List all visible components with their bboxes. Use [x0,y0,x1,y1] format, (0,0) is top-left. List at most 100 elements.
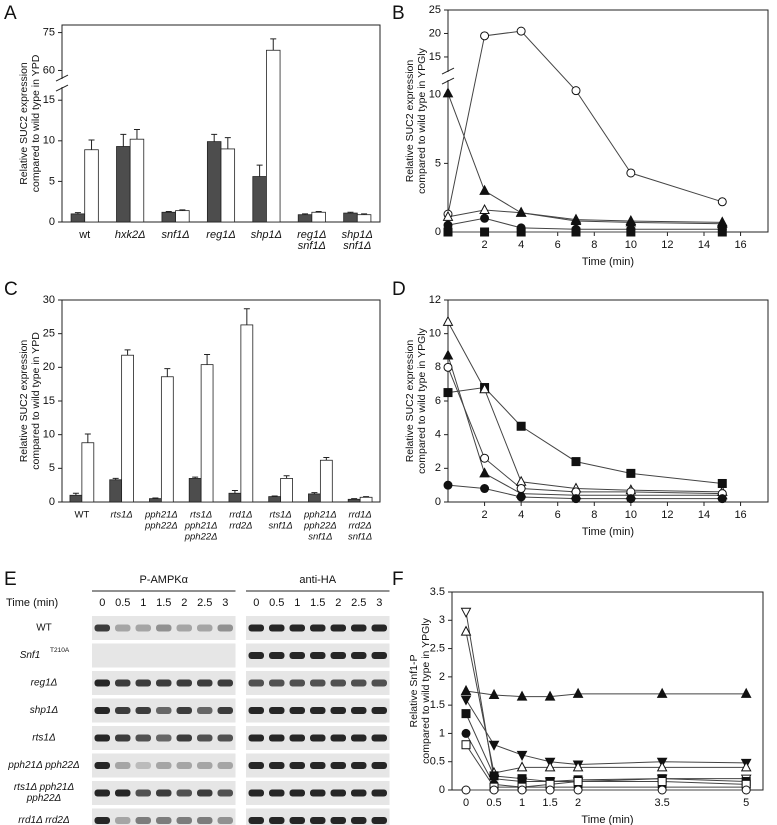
marker [516,421,526,431]
band [135,789,151,797]
x-tick-label: 4 [518,239,524,251]
marker [657,785,667,795]
band [330,762,346,769]
band [197,679,213,687]
axis-break-gap [59,79,65,88]
error-bar [302,213,309,215]
plot-frame [451,591,764,791]
bar [70,213,86,223]
axis-break-gap [445,72,451,81]
band [310,817,326,824]
series-line [465,631,747,774]
x-tick-label: pph21Δ [144,510,178,521]
axis-break-mark [55,74,69,82]
band [330,789,346,797]
x-tick-label: 8 [591,509,597,521]
panel-label: D [392,279,406,300]
row-label: pph22Δ [26,793,62,804]
x-axis-label: Time (min) [581,814,633,825]
band [197,817,213,824]
x-tick-label: pph21Δ [303,510,337,521]
error-bar [192,476,199,479]
error-bar [224,137,231,149]
marker [480,227,490,237]
bar [228,492,242,503]
series-line [447,209,723,223]
band [156,762,172,769]
band [371,679,387,687]
x-tick-label: snf1Δ [268,521,292,532]
bar [116,146,131,223]
x-tick-label: pph22Δ [184,532,218,543]
y-tick-label: 10 [429,328,441,340]
x-tick-label: 2 [575,797,581,809]
marker [571,227,581,237]
band [248,817,264,824]
band [115,624,131,632]
time-label: 2.5 [197,597,212,609]
x-tick-label: 14 [698,239,710,251]
marker [442,315,454,326]
y-tick-label: 5 [49,462,55,474]
band [248,652,264,659]
band [269,789,285,797]
series-line [447,367,723,495]
marker [571,457,581,467]
band [269,817,285,824]
band [269,679,285,687]
error-bar [311,492,318,494]
y-tick-label: 0 [49,496,55,508]
band [330,707,346,714]
error-bar [152,497,159,499]
panel-label: C [4,279,18,300]
band [135,707,151,714]
bar [268,496,282,503]
x-tick-label: rrd2Δ [348,521,371,532]
y-tick-label: 15 [43,395,55,407]
x-tick-label: WT [74,510,89,521]
x-tick-label: 16 [734,239,746,251]
marker [516,492,526,502]
band [217,817,233,824]
band [94,817,110,824]
error-bar [120,133,127,147]
x-tick-label: rrd1Δ [229,510,252,521]
row-label: rts1Δ [32,733,56,744]
bar [149,498,162,503]
y-tick-label: 6 [435,395,441,407]
time-label: 0 [99,597,105,609]
marker [480,31,490,41]
marker [740,687,752,698]
band [371,707,387,714]
x-tick-label: rrd1Δ [348,510,371,521]
x-tick-label: snf1Δ [348,532,372,543]
marker [480,213,490,223]
band [351,624,367,632]
marker [516,690,528,701]
marker [516,761,528,772]
x-tick-label: rrd2Δ [229,521,252,532]
band [176,707,192,714]
blot-title: anti-HA [299,574,336,586]
band [176,762,192,769]
y-axis-label: Relative SUC2 expression [18,340,30,463]
bar [175,210,190,223]
band [248,762,264,769]
x-tick-label: 12 [661,239,673,251]
y-tick-label: 10 [429,89,441,101]
error-bar [271,495,278,497]
marker [461,728,471,738]
row-label: rts1Δ pph21Δ [14,782,75,793]
band [371,624,387,632]
band [135,762,151,769]
band [176,734,192,742]
panel-label: A [4,3,17,24]
row-label: WT [36,623,52,634]
y-tick-label: 60 [43,64,55,76]
bar [84,149,99,223]
bar [188,478,202,503]
band [351,789,367,797]
band [269,624,285,632]
error-bar [211,133,218,142]
x-tick-label: 0 [463,797,469,809]
